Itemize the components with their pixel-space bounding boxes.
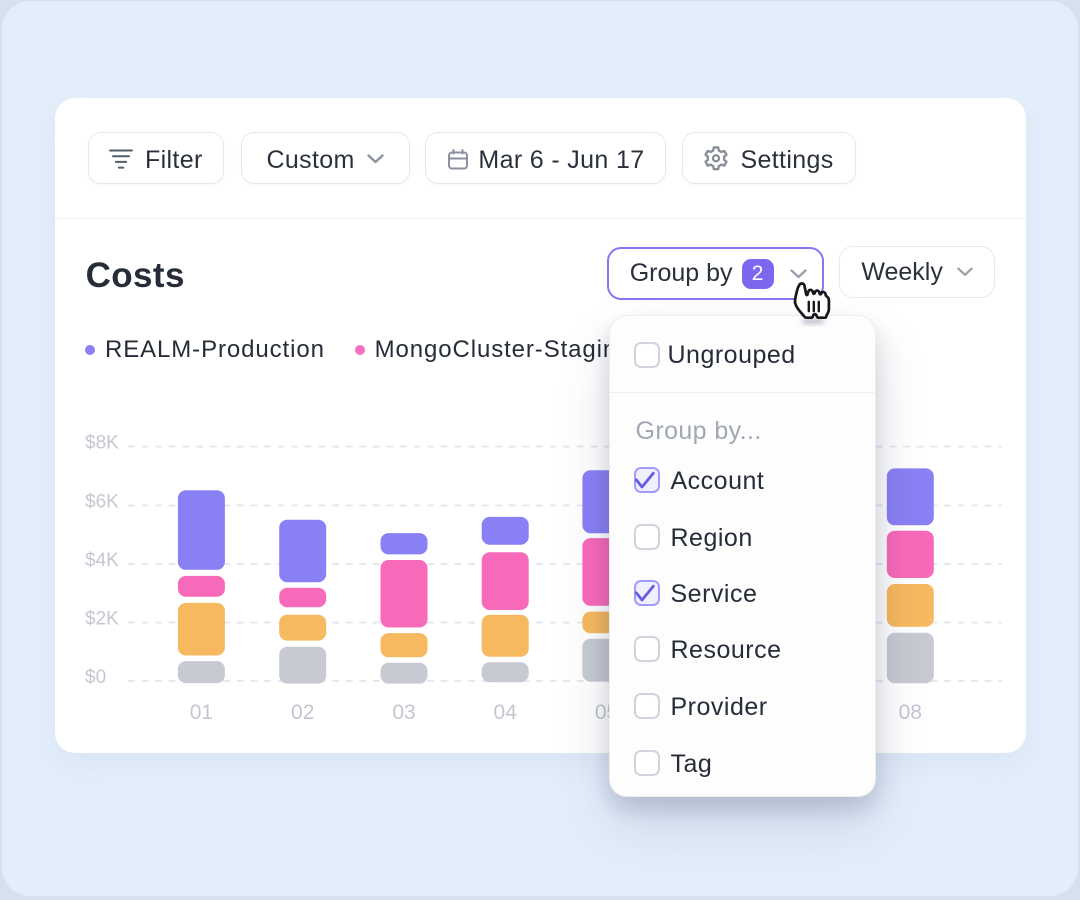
svg-text:03: 03 (392, 701, 415, 724)
svg-text:08: 08 (899, 701, 922, 724)
svg-text:$8K: $8K (85, 432, 119, 453)
svg-text:$0: $0 (85, 667, 106, 688)
svg-text:02: 02 (291, 701, 314, 724)
svg-text:01: 01 (190, 701, 213, 724)
svg-text:$4K: $4K (85, 550, 119, 571)
svg-text:$2K: $2K (85, 608, 119, 629)
svg-text:$6K: $6K (85, 491, 119, 512)
svg-text:04: 04 (494, 701, 518, 724)
